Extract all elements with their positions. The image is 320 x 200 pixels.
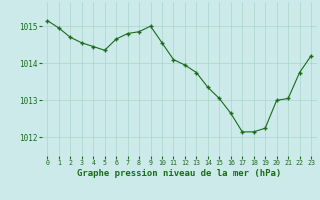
X-axis label: Graphe pression niveau de la mer (hPa): Graphe pression niveau de la mer (hPa) (77, 169, 281, 178)
